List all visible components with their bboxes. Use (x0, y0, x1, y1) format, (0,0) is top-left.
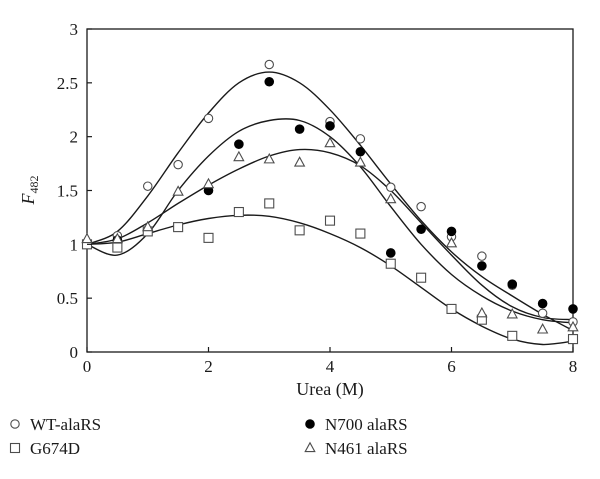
x-tick-label: 8 (569, 357, 578, 376)
y-axis-label-subscript: 482 (27, 176, 41, 194)
fit-line-g674d (86, 214, 574, 346)
y-tick-label: 0.5 (57, 289, 78, 308)
legend-marker (9, 442, 21, 454)
x-tick-label: 6 (447, 357, 456, 376)
legend-item-n461-alars: N461 alaRS (304, 439, 408, 458)
data-point-n700-alars (568, 304, 578, 314)
data-point-n461-alars (354, 156, 367, 167)
data-point-n461-alars (172, 185, 184, 196)
data-point-n461-alars (385, 192, 397, 204)
fit-lines (86, 71, 574, 346)
legend-label: G674D (30, 439, 80, 458)
y-tick-label: 2.5 (57, 74, 78, 93)
plot-frame (86, 28, 574, 353)
data-point-n461-alars (111, 232, 124, 244)
x-tick-label: 4 (326, 357, 335, 376)
axis-ticks: 0 2 4 6 8 0 0.5 1 1.5 2 2.5 3 (57, 20, 578, 376)
data-point-n461-alars (445, 236, 458, 248)
data-point-g674d (567, 334, 579, 345)
legend-label: WT-alaRS (30, 415, 101, 434)
data-point-wt-alars (416, 201, 426, 212)
legend-item-n700-alars: N700 alaRS (305, 415, 408, 434)
data-point-n700-alars (507, 279, 518, 289)
data-point-n461-alars (476, 306, 488, 318)
data-point-n461-alars (263, 152, 275, 164)
data-markers (81, 59, 579, 345)
legend-label: N461 alaRS (325, 439, 408, 458)
data-point-wt-alars (537, 308, 548, 318)
data-point-wt-alars (143, 181, 153, 191)
data-point-wt-alars (355, 134, 366, 144)
y-axis-label: F482 (18, 176, 41, 206)
data-point-n461-alars (233, 150, 245, 162)
fit-line-n700-alars (86, 118, 574, 324)
data-point-n461-alars (567, 320, 579, 332)
plot-area: 0 2 4 6 8 0 0.5 1 1.5 2 2.5 3 (57, 20, 579, 376)
legend: WT-alaRS N700 alaRS G674D N461 alaRS (9, 415, 408, 458)
data-point-n700-alars (264, 76, 275, 87)
data-point-g674d (112, 242, 123, 253)
data-point-g674d (264, 198, 275, 209)
data-point-n461-alars (142, 220, 154, 232)
data-point-g674d (294, 225, 305, 236)
data-point-n700-alars (294, 124, 305, 134)
x-tick-label: 2 (204, 357, 213, 376)
data-point-g674d (385, 258, 396, 269)
y-axis-label-main: F (18, 193, 38, 206)
data-point-g674d (416, 272, 427, 283)
data-point-g674d (507, 330, 518, 341)
y-tick-label: 1 (70, 235, 79, 254)
y-tick-label: 2 (70, 128, 79, 147)
data-point-n700-alars (446, 226, 457, 237)
data-point-wt-alars (477, 251, 487, 261)
legend-label: N700 alaRS (325, 415, 408, 434)
legend-marker (10, 419, 20, 429)
legend-marker (304, 441, 316, 453)
data-point-wt-alars (385, 182, 396, 193)
data-point-n461-alars (536, 323, 549, 334)
data-point-n700-alars (355, 146, 366, 157)
data-point-n700-alars (325, 121, 335, 131)
y-tick-label: 1.5 (57, 182, 78, 201)
data-point-n461-alars (81, 232, 93, 244)
data-point-wt-alars (173, 159, 183, 170)
data-point-n461-alars (293, 156, 306, 167)
x-axis-label: Urea (M) (296, 379, 363, 400)
data-point-n700-alars (537, 298, 548, 309)
data-point-n700-alars (477, 261, 487, 271)
y-tick-label: 0 (70, 343, 79, 362)
data-point-wt-alars (264, 59, 274, 70)
data-point-n461-alars (506, 307, 518, 319)
legend-item-wt-alars: WT-alaRS (10, 415, 101, 434)
y-tick-label: 3 (70, 20, 79, 39)
data-point-g674d (233, 206, 244, 218)
data-point-g674d (355, 228, 366, 239)
legend-marker (305, 419, 315, 429)
x-tick-label: 0 (83, 357, 92, 376)
data-point-n461-alars (202, 177, 215, 189)
data-point-n700-alars (234, 139, 244, 150)
fit-line-n461-alars (86, 148, 574, 321)
legend-item-g674d: G674D (9, 439, 80, 458)
data-point-g674d (173, 222, 184, 233)
data-point-g674d (324, 215, 336, 226)
fit-line-wt-alars (86, 71, 574, 332)
data-point-n700-alars (385, 248, 396, 258)
data-point-n700-alars (416, 224, 426, 235)
data-point-n461-alars (324, 136, 336, 148)
data-point-wt-alars (203, 113, 214, 124)
data-point-g674d (446, 303, 457, 314)
data-point-g674d (203, 232, 214, 243)
